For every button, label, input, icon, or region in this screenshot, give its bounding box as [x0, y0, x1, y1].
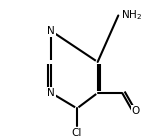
- Text: N: N: [47, 26, 55, 36]
- Text: Cl: Cl: [72, 128, 82, 138]
- Text: O: O: [132, 106, 140, 116]
- Text: N: N: [47, 88, 55, 98]
- Text: NH$_2$: NH$_2$: [121, 9, 142, 22]
